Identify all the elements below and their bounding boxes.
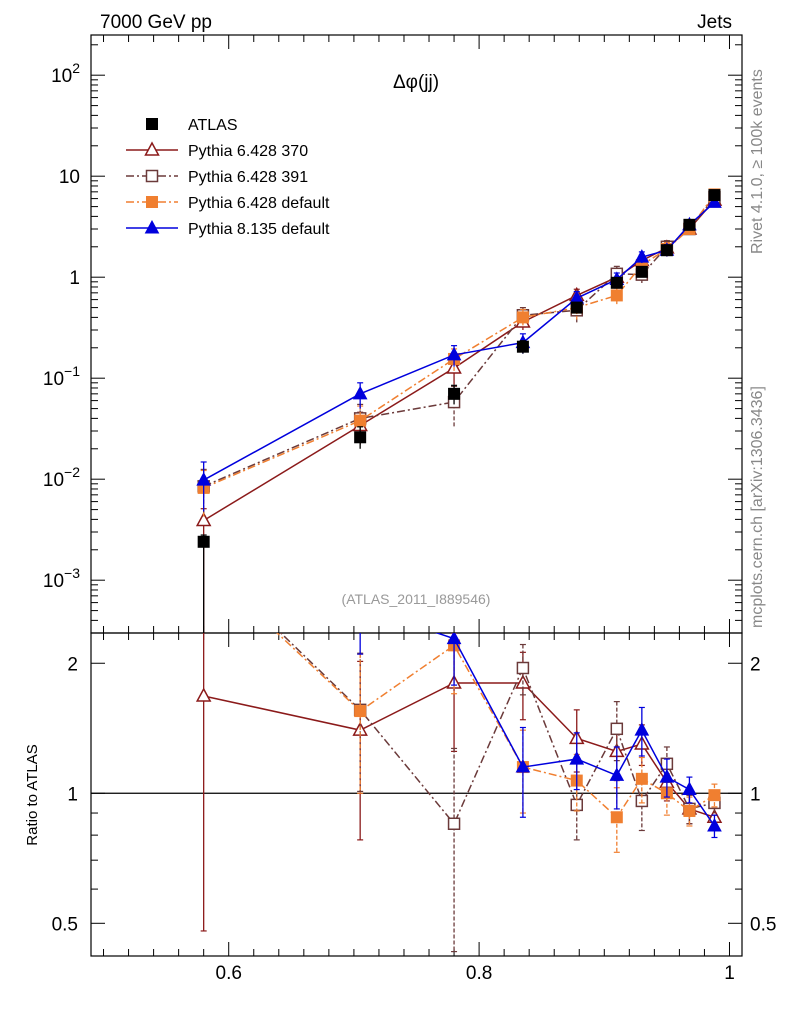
legend: ATLAS Pythia 6.428 370 Pythia 6.428 391 Pyt… [126, 117, 330, 238]
data-point-pythia-8-135-default [446, 346, 462, 361]
ratio-point-pythia-8-135-default [446, 633, 462, 645]
main-y-axis: 10−3 10−2 10−1 1 10 102 [43, 44, 742, 634]
data-point-pythia-8-135-default [634, 249, 650, 263]
legend-marker-pythia-6-428-391 [145, 169, 159, 183]
ratio-point-pythia-8-135-default [682, 781, 697, 796]
ratio-y-tick-label-right: 1 [750, 784, 761, 805]
plot-title: Δφ(jj) [393, 72, 439, 93]
legend-label-pythia-8-135-default: Pythia 8.135 default [188, 221, 330, 238]
ratio-y-tick-label-left: 2 [67, 654, 78, 675]
ratio-point-pythia-6-428-370 [195, 687, 212, 702]
main-y-tick-label: 10−2 [43, 464, 80, 491]
ratio-line-pythia-6-428-default [276, 633, 715, 819]
header-jets-label: Jets [697, 12, 732, 33]
data-point-pythia-8-135-default [196, 472, 212, 486]
ratio-point-pythia-8-135-default [707, 817, 722, 832]
data-point-atlas [197, 535, 210, 548]
legend-marker-pythia-6-428-default [146, 196, 158, 208]
series-line-pythia-6-428-391 [203, 196, 716, 488]
main-y-tick-label: 10−3 [43, 565, 80, 592]
main-series-group [195, 188, 723, 633]
legend-marker-pythia-6-428-370 [144, 141, 160, 156]
data-point-pythia-6-428-default [610, 289, 623, 302]
data-point-pythia-8-135-default [707, 194, 722, 208]
ratio-point-pythia-8-135-default [659, 769, 675, 783]
x-tick-label: 1 [724, 963, 735, 984]
main-y-tick-label: 1 [69, 268, 80, 289]
ratio-point-pythia-6-428-default [708, 789, 721, 802]
ratio-line-pythia-6-428-370 [203, 682, 715, 818]
ratio-point-pythia-6-428-default [635, 772, 648, 785]
ratio-point-pythia-8-135-default [634, 722, 650, 736]
data-point-atlas [683, 218, 696, 231]
x-tick-label: 0.8 [466, 963, 492, 984]
ratio-point-pythia-6-428-391 [516, 661, 530, 675]
ratio-point-pythia-6-428-391 [610, 722, 624, 736]
ratio-y-tick-label-right: 2 [750, 654, 761, 675]
main-y-tick-label: 102 [51, 60, 80, 87]
data-point-atlas [354, 431, 367, 444]
ratio-series-group [195, 633, 723, 953]
rivet-version-label: Rivet 4.1.0, ≥ 100k events [749, 69, 766, 254]
ratio-point-pythia-6-428-default [683, 804, 696, 817]
ratio-ylabel: Ratio to ATLAS [24, 744, 41, 845]
data-point-atlas [660, 244, 673, 257]
x-axis: 0.6 0.8 1 [103, 35, 735, 984]
data-point-pythia-6-428-default [516, 311, 529, 324]
mcplots-label: mcplots.cern.ch [arXiv:1306.3436] [749, 386, 766, 628]
ratio-line-pythia-8-135-default [434, 633, 716, 827]
analysis-label: (ATLAS_2011_I889546) [342, 591, 491, 607]
legend-marker-atlas [146, 118, 158, 130]
main-y-tick-label: 10−1 [43, 363, 80, 390]
data-point-pythia-6-428-default [354, 414, 367, 427]
series-line-pythia-8-135-default [203, 201, 715, 481]
legend-label-pythia-6-428-391: Pythia 6.428 391 [188, 169, 308, 186]
legend-label-atlas: ATLAS [188, 117, 238, 134]
ratio-y-tick-label-left: 0.5 [52, 914, 78, 935]
legend-label-pythia-6-428-default: Pythia 6.428 default [188, 195, 330, 212]
ratio-point-pythia-6-428-default [354, 705, 367, 718]
series-line-pythia-6-428-default [203, 193, 716, 489]
header-energy-label: 7000 GeV pp [100, 12, 212, 33]
x-tick-label: 0.6 [216, 963, 242, 984]
data-point-pythia-6-428-370 [195, 511, 212, 527]
ratio-point-pythia-6-428-391 [447, 817, 461, 831]
data-point-atlas [516, 340, 529, 353]
main-y-tick-label: 10 [59, 167, 80, 188]
ratio-point-pythia-8-135-default [609, 767, 625, 781]
ratio-panel-frame [90, 632, 743, 957]
ratio-point-pythia-6-428-default [610, 811, 623, 824]
data-point-atlas [570, 301, 583, 314]
data-point-atlas [635, 265, 648, 278]
data-point-atlas [448, 387, 461, 400]
legend-marker-pythia-8-135-default [144, 219, 160, 234]
data-point-pythia-8-135-default [352, 385, 368, 400]
ratio-y-tick-label-left: 1 [67, 784, 78, 805]
data-point-atlas [708, 189, 721, 202]
legend-label-pythia-6-428-370: Pythia 6.428 370 [188, 143, 308, 160]
ratio-point-pythia-8-135-default [515, 759, 531, 773]
ratio-point-pythia-8-135-default [569, 751, 585, 765]
data-point-atlas [610, 276, 623, 289]
ratio-y-tick-label-right: 0.5 [750, 914, 776, 935]
